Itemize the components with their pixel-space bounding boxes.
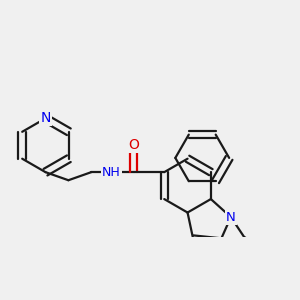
Text: N: N — [226, 211, 236, 224]
Text: NH: NH — [102, 166, 121, 179]
Text: O: O — [128, 138, 139, 152]
Text: N: N — [40, 111, 51, 125]
